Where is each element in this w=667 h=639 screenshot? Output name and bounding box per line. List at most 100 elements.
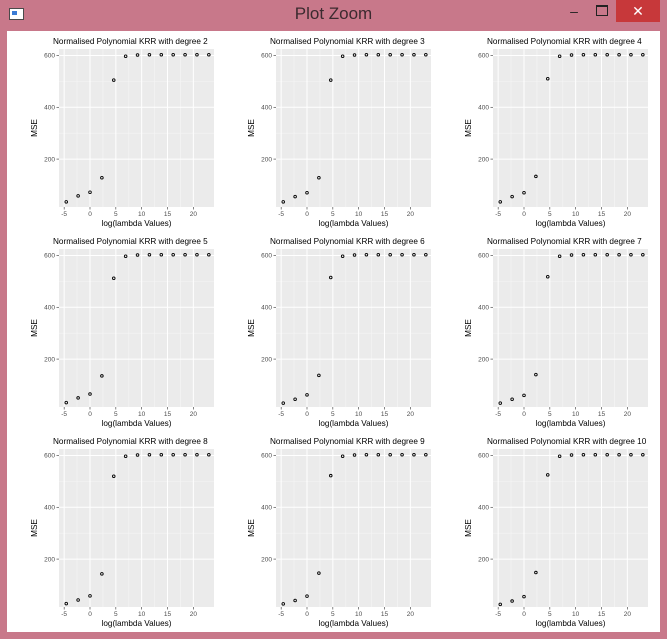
x-axis-label: log(lambda Values) [319, 419, 389, 428]
y-tick-label: 200 [44, 556, 55, 563]
plot-panel [59, 449, 214, 607]
data-point [424, 452, 428, 457]
data-point [171, 252, 175, 257]
y-tick-label: 600 [478, 253, 489, 260]
data-point [76, 598, 80, 602]
data-point [100, 374, 104, 378]
x-tick-label: -5 [495, 411, 501, 418]
y-axis-label: MSE [247, 119, 256, 137]
x-tick-label: 0 [305, 211, 309, 218]
y-axis-label: MSE [464, 519, 473, 537]
chart-9: Normalised Polynomial KRR with degree 10… [464, 437, 648, 628]
data-point [183, 52, 187, 57]
data-point [293, 397, 297, 401]
y-tick-label: 600 [44, 53, 55, 60]
data-point [88, 594, 92, 598]
data-point [64, 200, 68, 204]
x-axis-label: log(lambda Values) [102, 219, 172, 228]
data-point [364, 52, 369, 57]
x-tick-label: 10 [355, 411, 363, 418]
data-point [352, 453, 357, 457]
data-point [305, 191, 309, 195]
data-point [88, 190, 92, 194]
x-tick-label: 5 [548, 411, 552, 418]
data-point [605, 452, 609, 457]
y-tick-label: 200 [261, 156, 272, 163]
x-axis-label: log(lambda Values) [536, 419, 606, 428]
x-axis-label: log(lambda Values) [536, 619, 606, 628]
data-point [293, 598, 297, 603]
y-axis-label: MSE [247, 319, 256, 337]
y-tick-label: 400 [44, 504, 55, 511]
x-tick-label: 5 [331, 611, 335, 618]
x-tick-label: 5 [331, 411, 335, 418]
data-point [629, 452, 633, 457]
data-point [195, 52, 199, 57]
chart-title: Normalised Polynomial KRR with degree 10 [487, 437, 647, 446]
y-tick-label: 400 [261, 304, 272, 311]
data-point [557, 254, 562, 259]
data-point [641, 452, 645, 457]
x-tick-label: -5 [61, 411, 67, 418]
chart-3: Normalised Polynomial KRR with degree 4 -… [464, 37, 648, 228]
y-tick-label: 200 [478, 356, 489, 363]
data-point [522, 393, 526, 398]
y-tick-label: 600 [44, 453, 55, 460]
x-axis-label: log(lambda Values) [319, 619, 389, 628]
y-tick-label: 400 [44, 104, 55, 111]
title-bar[interactable]: Plot Zoom – ✕ [0, 0, 667, 30]
data-point [581, 252, 586, 257]
y-tick-label: 400 [478, 104, 489, 111]
data-point [340, 454, 345, 459]
x-tick-label: 20 [190, 411, 198, 418]
chart-title: Normalised Polynomial KRR with degree 6 [270, 237, 425, 246]
data-point [593, 52, 598, 57]
data-point [581, 452, 586, 457]
close-icon: ✕ [632, 3, 644, 19]
data-point [376, 252, 381, 257]
chart-2: Normalised Polynomial KRR with degree 3 -… [247, 37, 431, 228]
data-point [171, 452, 175, 457]
data-point [629, 252, 633, 257]
x-tick-label: 5 [114, 411, 118, 418]
data-point [546, 77, 550, 81]
data-point [364, 252, 369, 257]
y-tick-label: 600 [44, 253, 55, 260]
data-point [617, 452, 621, 457]
plot-panel [276, 49, 431, 207]
x-tick-label: 20 [407, 411, 415, 418]
y-axis-label: MSE [464, 319, 473, 337]
x-tick-label: 20 [407, 611, 415, 618]
maximize-button[interactable] [588, 0, 616, 22]
plot-panel [276, 249, 431, 407]
data-point [569, 253, 574, 257]
data-point [135, 453, 140, 457]
r-plot-window-icon [9, 8, 24, 20]
data-point [522, 191, 526, 195]
chart-title: Normalised Polynomial KRR with degree 8 [53, 437, 208, 446]
data-point [123, 454, 128, 459]
data-point [305, 594, 309, 598]
data-point [605, 252, 609, 257]
y-tick-label: 600 [261, 453, 272, 460]
x-tick-label: 15 [164, 611, 172, 618]
x-tick-label: 0 [522, 411, 526, 418]
data-point [123, 254, 128, 259]
data-point [510, 194, 514, 199]
minimize-button[interactable]: – [560, 0, 588, 22]
x-tick-label: 10 [138, 411, 146, 418]
x-tick-label: 15 [381, 611, 389, 618]
data-point [352, 53, 357, 57]
data-point [76, 194, 80, 198]
close-button[interactable]: ✕ [616, 0, 660, 22]
x-tick-label: 5 [114, 211, 118, 218]
x-tick-label: 10 [572, 411, 580, 418]
window-title: Plot Zoom [294, 4, 373, 23]
y-tick-label: 400 [44, 304, 55, 311]
y-tick-label: 400 [261, 504, 272, 511]
x-tick-label: 10 [138, 211, 146, 218]
data-point [581, 52, 586, 57]
data-point [546, 274, 550, 279]
data-point [171, 52, 175, 57]
x-axis-label: log(lambda Values) [102, 419, 172, 428]
